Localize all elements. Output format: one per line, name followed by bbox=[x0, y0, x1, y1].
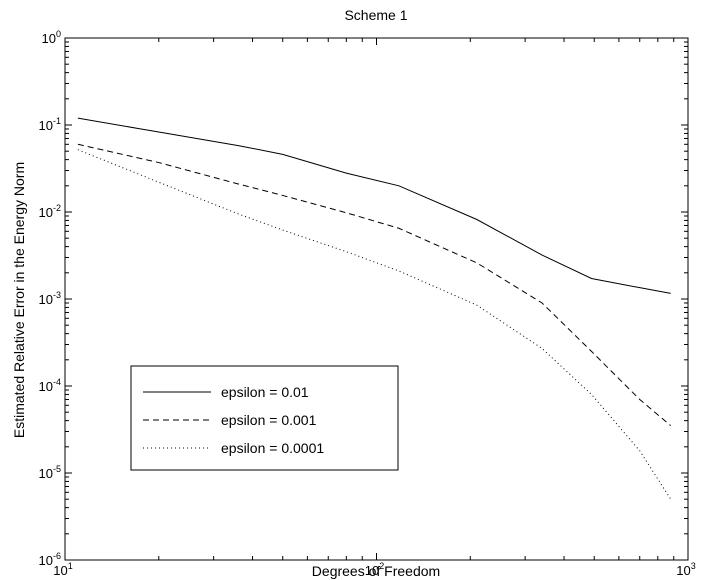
x-tick-label: 103 bbox=[676, 561, 695, 578]
series-lines bbox=[77, 117, 672, 500]
legend-box bbox=[130, 365, 399, 471]
y-axis-label: Estimated Relative Error in the Energy N… bbox=[11, 162, 27, 438]
series-line-3 bbox=[77, 149, 672, 500]
y-tick-label: 10-1 bbox=[39, 116, 61, 133]
legend: epsilon = 0.01 epsilon = 0.001 epsilon = 0… bbox=[130, 365, 399, 471]
y-tick-label: 10-4 bbox=[39, 377, 61, 394]
x-axis-label: Degrees of Freedom bbox=[312, 563, 440, 579]
y-tick-label: 10-2 bbox=[39, 203, 61, 220]
chart-title: Scheme 1 bbox=[344, 7, 407, 23]
y-tick-label: 10-3 bbox=[39, 290, 61, 307]
plot-frame bbox=[64, 37, 689, 561]
ticks: 101 102 103 10-6 10-5 10-4 10-3 10-2 10-1 100 bbox=[39, 29, 696, 578]
legend-label-3: epsilon = 0.0001 bbox=[221, 440, 324, 456]
axes bbox=[64, 37, 689, 561]
y-tick-label: 10-6 bbox=[39, 551, 61, 568]
y-tick-label: 10-5 bbox=[39, 464, 61, 481]
series-line-2 bbox=[77, 143, 672, 427]
series-line-1 bbox=[77, 117, 671, 294]
legend-label-1: epsilon = 0.01 bbox=[221, 384, 309, 400]
x-tick-label: 101 bbox=[53, 561, 72, 578]
x-tick-label: 102 bbox=[365, 561, 384, 578]
y-tick-label: 100 bbox=[42, 29, 61, 46]
legend-label-2: epsilon = 0.001 bbox=[221, 412, 317, 428]
